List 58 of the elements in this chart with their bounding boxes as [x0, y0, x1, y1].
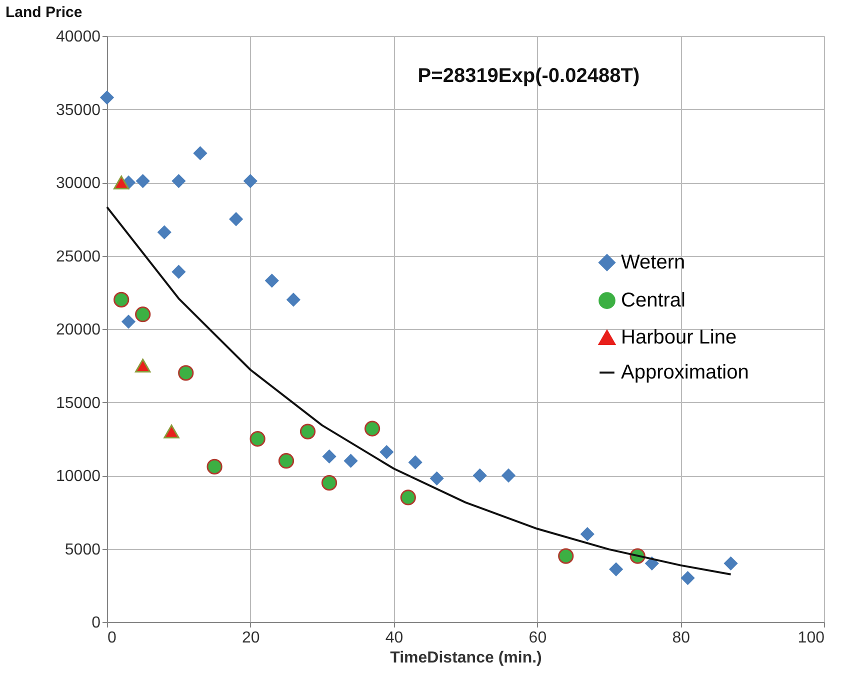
point — [172, 174, 186, 188]
point — [135, 358, 151, 372]
y-tick-label: 15000 — [56, 394, 101, 412]
point — [430, 471, 444, 486]
point — [680, 570, 695, 586]
x-axis-title: TimeDistance (min.) — [390, 650, 542, 666]
y-tick-label: 10000 — [56, 468, 101, 485]
point — [157, 225, 172, 240]
point — [228, 212, 244, 226]
point — [250, 431, 266, 447]
legend-label: Harbour Line — [621, 326, 737, 349]
point — [501, 468, 516, 483]
x-tick-label: 40 — [385, 630, 404, 646]
x-tick-label: 60 — [528, 630, 547, 646]
point — [243, 174, 258, 188]
x-tick-label: 20 — [242, 630, 260, 646]
x-tick-label: 0 — [108, 630, 116, 646]
y-tick-label: 30000 — [56, 175, 101, 192]
point — [300, 424, 316, 440]
point — [114, 176, 130, 190]
point — [178, 365, 194, 381]
annotation: P=28319Exp(-0.02488T) — [418, 65, 640, 87]
point — [206, 458, 222, 475]
point — [264, 274, 279, 288]
point — [724, 556, 738, 570]
point — [321, 475, 338, 491]
point — [135, 306, 151, 322]
point — [609, 562, 624, 576]
point — [400, 490, 416, 506]
point — [114, 292, 130, 308]
y-tick-label: 35000 — [56, 102, 101, 119]
y-tick-label: 40000 — [56, 28, 101, 46]
point — [278, 453, 294, 469]
point — [558, 548, 574, 564]
point — [580, 527, 594, 542]
point — [164, 424, 180, 438]
y-tick-label: 5000 — [64, 541, 101, 558]
point — [172, 264, 186, 279]
point — [286, 292, 300, 307]
point — [136, 174, 150, 188]
x-tick-label: 100 — [798, 630, 825, 646]
legend-label: Central — [621, 290, 686, 312]
point — [472, 468, 487, 483]
legend-label: Wetern — [621, 252, 686, 274]
point — [322, 449, 336, 464]
point — [100, 90, 114, 105]
x-tick-label: 80 — [672, 630, 690, 646]
point — [344, 454, 358, 468]
point — [408, 455, 422, 470]
y-axis-title: Land Price — [6, 4, 82, 21]
y-tick-label: 25000 — [56, 248, 101, 266]
y-tick-label: 20000 — [56, 322, 101, 338]
point — [121, 314, 136, 329]
y-tick-label: 0 — [92, 614, 101, 632]
point — [380, 444, 394, 460]
legend-label: Approximation — [621, 362, 749, 384]
point — [364, 420, 380, 436]
point — [193, 146, 208, 160]
